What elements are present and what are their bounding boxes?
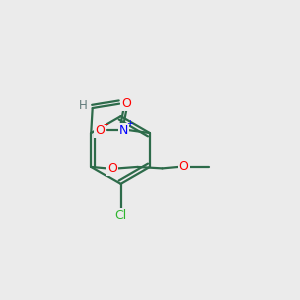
Text: -: - (104, 118, 108, 131)
Text: O: O (95, 124, 105, 136)
Text: N: N (119, 124, 128, 136)
Text: O: O (179, 160, 189, 173)
Text: H: H (79, 99, 88, 112)
Text: Cl: Cl (114, 209, 127, 222)
Text: O: O (122, 97, 131, 110)
Text: O: O (107, 162, 117, 175)
Text: +: + (126, 119, 133, 128)
Text: O: O (121, 96, 130, 109)
